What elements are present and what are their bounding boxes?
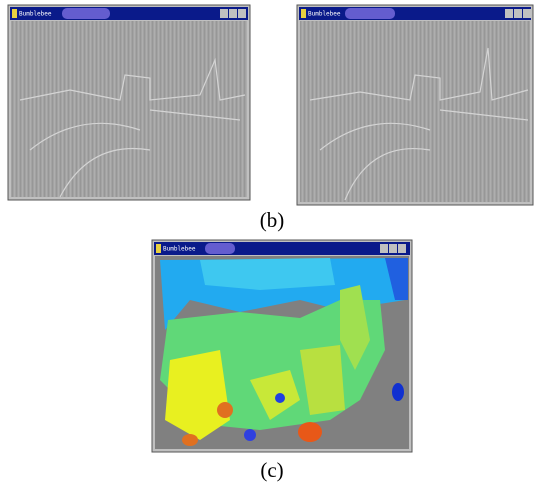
app-icon — [156, 244, 161, 253]
window: Bumblebee — [297, 5, 533, 205]
caption: (b) — [260, 208, 285, 232]
blur — [345, 8, 395, 19]
close-button[interactable] — [238, 9, 246, 18]
minimize-button[interactable] — [380, 244, 388, 253]
caption: (c) — [260, 458, 283, 482]
window-title: Bumblebee — [308, 11, 341, 18]
depth-map — [155, 256, 409, 449]
window: Bumblebee — [152, 240, 412, 452]
minimize-button[interactable] — [220, 9, 228, 18]
edge-image — [11, 21, 247, 197]
minimize-button[interactable] — [505, 9, 513, 18]
window-title: Bumblebee — [19, 11, 52, 18]
close-button[interactable] — [398, 244, 406, 253]
close-button[interactable] — [523, 9, 531, 18]
edge-image — [300, 21, 530, 202]
app-icon — [301, 9, 306, 18]
figure: Bumblebee Bumblebee (b) Bumblebee — [0, 0, 536, 487]
maximize-button[interactable] — [389, 244, 397, 253]
window: Bumblebee — [8, 5, 250, 200]
blur — [62, 8, 110, 19]
app-icon — [12, 9, 17, 18]
maximize-button[interactable] — [229, 9, 237, 18]
blur — [205, 243, 235, 254]
window-title: Bumblebee — [163, 246, 196, 253]
maximize-button[interactable] — [514, 9, 522, 18]
